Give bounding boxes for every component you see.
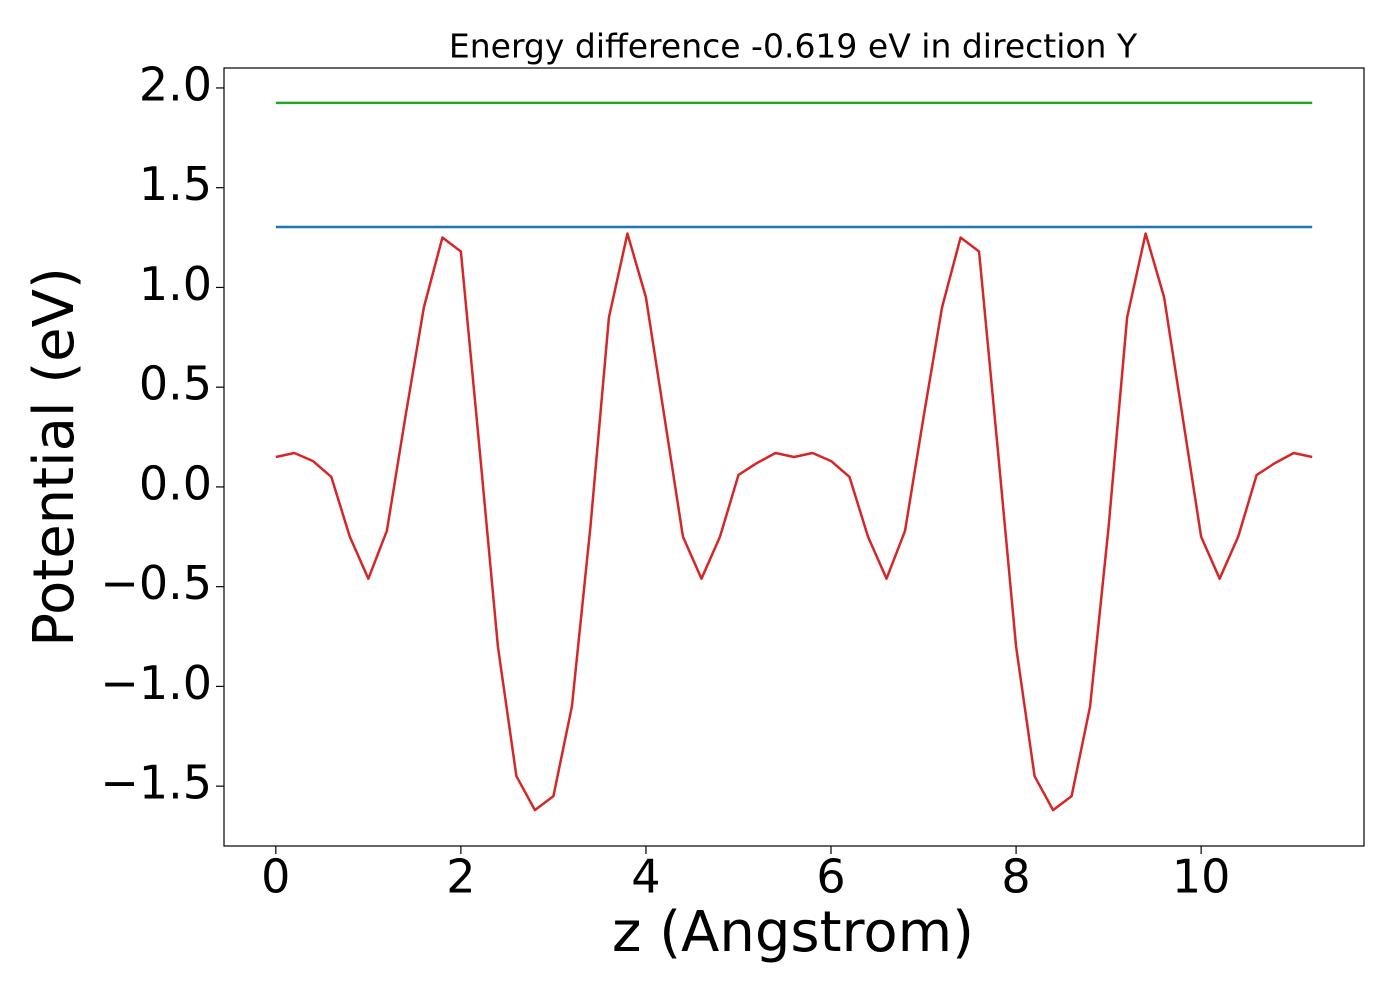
y-tick-label: 2.0 <box>139 57 212 111</box>
y-axis-label: Potential (eV) <box>22 267 87 647</box>
y-tick-label: 1.0 <box>139 257 212 311</box>
y-tick-label: −0.5 <box>100 556 212 610</box>
x-tick-label: 2 <box>446 850 475 904</box>
y-tick-label: −1.0 <box>100 656 212 710</box>
line-series <box>275 232 1313 812</box>
y-tick-label: −1.5 <box>100 756 212 810</box>
x-tick-label: 0 <box>261 850 290 904</box>
y-tick-label: 0.0 <box>139 456 212 510</box>
plot-frame <box>223 67 1365 847</box>
y-tick-label: 0.5 <box>139 357 212 411</box>
x-tick-label: 6 <box>816 850 845 904</box>
chart-title: Energy difference -0.619 eV in direction… <box>449 27 1138 66</box>
x-tick-label: 4 <box>631 850 660 904</box>
x-tick-label: 8 <box>1001 850 1030 904</box>
x-tick-label: 10 <box>1172 850 1231 904</box>
x-axis-label: z (Angstrom) <box>612 900 974 965</box>
y-tick-label: 1.5 <box>139 157 212 211</box>
